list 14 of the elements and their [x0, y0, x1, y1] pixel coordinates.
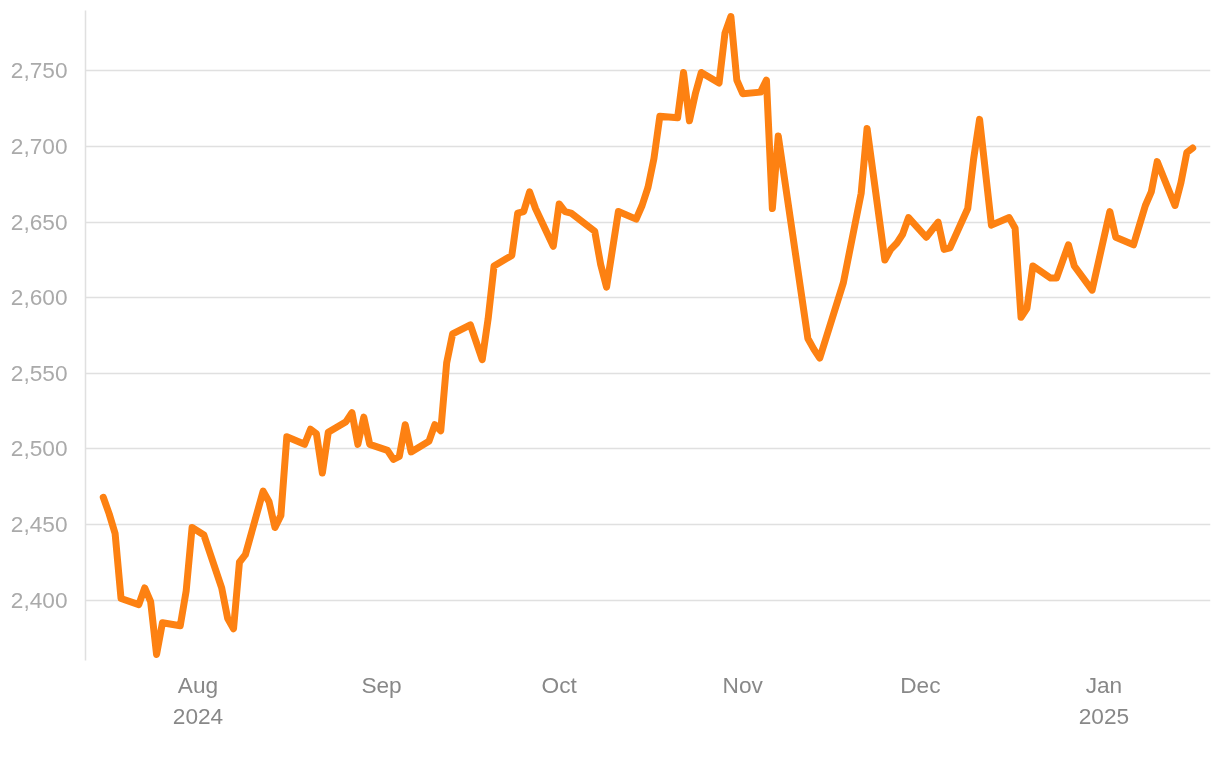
y-tick-label: 2,550: [10, 359, 68, 386]
x-tick-label: Dec: [900, 671, 941, 698]
x-tick-label: Oct: [541, 671, 578, 698]
y-tick-label: 2,700: [10, 133, 68, 160]
y-tick-label: 2,650: [10, 208, 68, 235]
y-tick-label: 2,400: [10, 586, 68, 613]
y-tick-label: 2,750: [10, 57, 68, 84]
y-tick-label: 2,500: [10, 435, 68, 462]
x-tick-label: Aug 2024: [172, 671, 224, 729]
x-tick-label: Sep: [361, 671, 402, 698]
x-tick-label: Nov: [722, 671, 764, 698]
y-tick-label: 2,450: [10, 510, 68, 537]
y-tick-label: 2,600: [10, 284, 68, 311]
x-tick-label: Jan 2025: [1078, 671, 1130, 729]
